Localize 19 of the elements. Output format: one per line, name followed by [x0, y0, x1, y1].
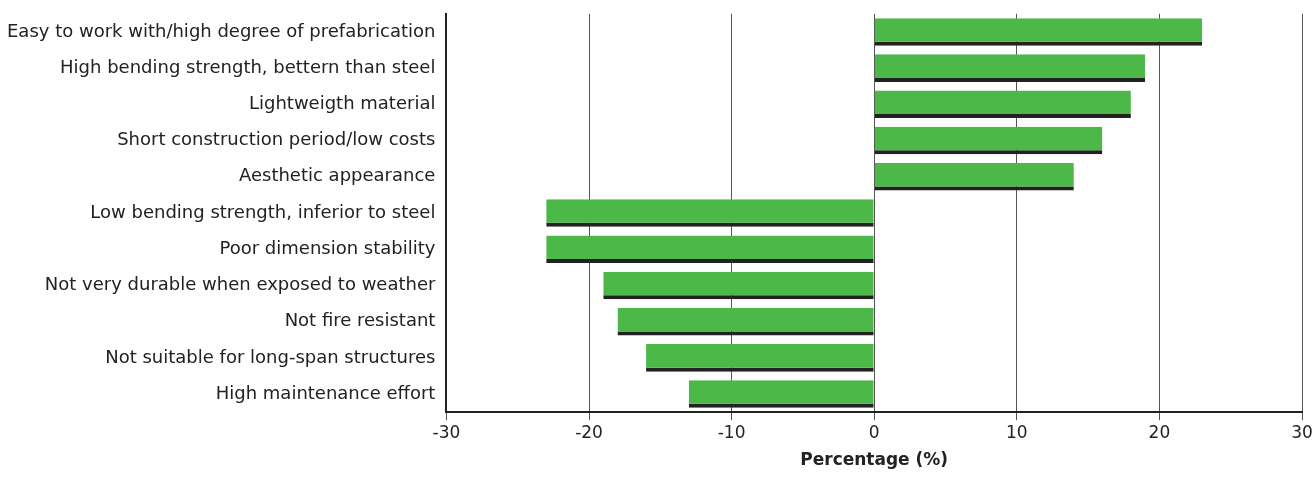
y-tick-label: Aesthetic appearance	[238, 164, 436, 186]
y-tick-label: High bending strength, bettern than steel	[60, 55, 436, 77]
y-tick-label: High maintenance effort	[215, 381, 436, 403]
x-tick-label: -20	[575, 421, 603, 442]
x-tick-label: 10	[1005, 421, 1028, 442]
y-tick-label: Lightweigth material	[248, 92, 436, 114]
y-tick-label: Poor dimension stability	[219, 236, 436, 258]
y-tick-label: Not fire resistant	[284, 309, 436, 331]
x-tick-label: 0	[868, 421, 880, 442]
y-tick-label: Low bending strength, inferior to steel	[90, 200, 436, 222]
y-tick-label: Easy to work with/high degree of prefabrication	[6, 19, 436, 41]
y-tick-label: Short construction period/low costs	[117, 128, 436, 150]
x-tick-label: 30	[1291, 421, 1313, 442]
x-tick-label: -30	[432, 421, 461, 442]
x-tick-label: -10	[717, 421, 746, 442]
x-tick-label: 20	[1148, 421, 1171, 442]
y-tick-label: Not very durable when exposed to weather	[44, 273, 437, 295]
y-tick-label: Not suitable for long-span structures	[105, 345, 436, 367]
x-axis-title: Percentage (%)	[800, 449, 949, 470]
